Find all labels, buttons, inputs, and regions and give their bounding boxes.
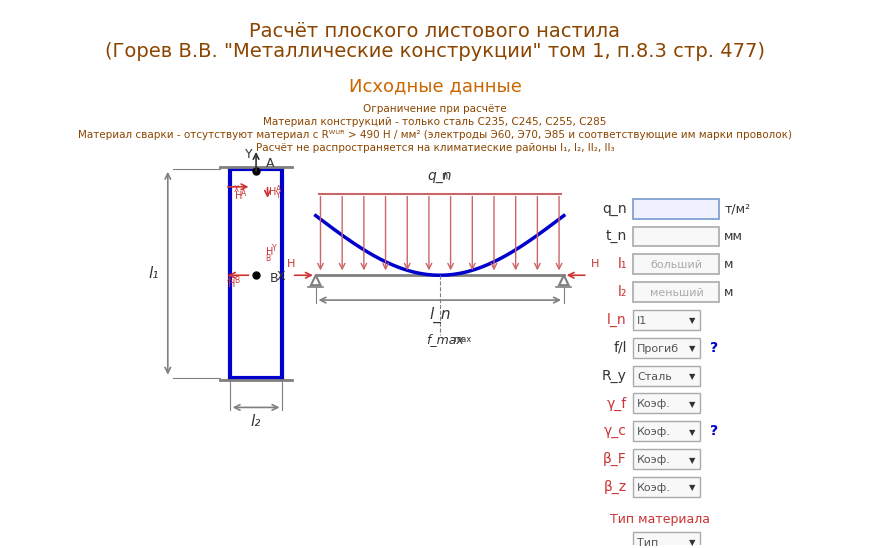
Text: l₂: l₂ xyxy=(250,414,261,429)
Text: ▼: ▼ xyxy=(688,372,695,381)
Text: q_n: q_n xyxy=(427,169,452,183)
Text: Материал конструкций - только сталь С235, С245, С255, С285: Материал конструкций - только сталь С235… xyxy=(263,117,606,127)
Text: ▼: ▼ xyxy=(688,316,695,326)
Text: Прогиб: Прогиб xyxy=(637,344,679,354)
Text: f/l: f/l xyxy=(613,341,626,355)
Text: q_n: q_n xyxy=(601,202,626,216)
Bar xyxy=(633,477,700,497)
Text: A: A xyxy=(241,189,246,198)
Text: Коэф.: Коэф. xyxy=(637,399,670,409)
Text: l₁: l₁ xyxy=(148,266,158,281)
Text: B: B xyxy=(265,254,270,264)
Text: γ_c: γ_c xyxy=(603,424,626,438)
Bar xyxy=(633,338,700,358)
Text: l_n: l_n xyxy=(607,313,626,327)
Text: меньший: меньший xyxy=(649,288,702,298)
Text: n: n xyxy=(441,171,448,181)
Text: H: H xyxy=(235,191,242,201)
Text: Тип: Тип xyxy=(637,538,658,547)
Text: B: B xyxy=(235,276,240,285)
Text: Расчёт плоского листового настила: Расчёт плоского листового настила xyxy=(249,22,620,41)
Text: ?: ? xyxy=(709,424,717,438)
Text: ▼: ▼ xyxy=(688,538,695,547)
Text: R_y: R_y xyxy=(601,369,626,383)
Text: l_n: l_n xyxy=(428,307,450,323)
Text: ▼: ▼ xyxy=(688,400,695,409)
Text: β_F: β_F xyxy=(602,452,626,466)
Text: ▼: ▼ xyxy=(688,344,695,353)
Text: Сталь: Сталь xyxy=(637,372,671,381)
Text: Y: Y xyxy=(244,147,252,161)
Text: больший: больший xyxy=(650,260,701,270)
Text: ?: ? xyxy=(709,341,717,355)
Text: H: H xyxy=(265,247,273,258)
Text: т/м²: т/м² xyxy=(723,202,749,215)
Text: H: H xyxy=(287,259,295,269)
Text: (Горев В.В. "Металлические конструкции" том 1, п.8.3 стр. 477): (Горев В.В. "Металлические конструкции" … xyxy=(105,42,764,61)
Text: β_z: β_z xyxy=(603,480,626,494)
Bar xyxy=(633,449,700,469)
Text: X: X xyxy=(234,185,239,194)
Bar xyxy=(633,199,719,219)
Text: I1: I1 xyxy=(637,316,647,326)
Bar xyxy=(229,169,282,378)
Text: Ограничение при расчёте: Ограничение при расчёте xyxy=(362,104,507,115)
Text: H: H xyxy=(228,279,235,289)
Text: Коэф.: Коэф. xyxy=(637,483,670,493)
Text: l₁: l₁ xyxy=(617,258,626,271)
Text: A: A xyxy=(265,157,274,170)
Text: Расчёт не распространяется на климатиеские районы I₁, I₂, II₂, II₃: Расчёт не распространяется на климатиеск… xyxy=(255,143,614,153)
Text: H: H xyxy=(269,187,276,197)
Text: f_max: f_max xyxy=(425,333,463,346)
Text: γ_f: γ_f xyxy=(606,396,626,410)
Text: A: A xyxy=(275,185,281,194)
Text: Тип материала: Тип материала xyxy=(609,513,709,526)
Bar xyxy=(633,421,700,441)
Text: ▼: ▼ xyxy=(688,428,695,437)
Text: H: H xyxy=(590,259,598,269)
Text: м: м xyxy=(723,258,733,271)
Text: Коэф.: Коэф. xyxy=(637,455,670,465)
Bar xyxy=(633,282,719,302)
Text: мм: мм xyxy=(723,230,742,243)
Bar xyxy=(633,226,719,247)
Text: Материал сварки - отсутствуют материал с Rᵂᵁᴿ > 490 Н / мм² (электроды Э60, Э70,: Материал сварки - отсутствуют материал с… xyxy=(78,130,791,140)
Bar xyxy=(633,254,719,274)
Text: X: X xyxy=(227,274,232,283)
Text: X: X xyxy=(276,270,285,283)
Text: Коэф.: Коэф. xyxy=(637,427,670,437)
Text: м: м xyxy=(723,286,733,299)
Bar xyxy=(633,366,700,386)
Text: Y: Y xyxy=(275,191,281,199)
Text: B: B xyxy=(269,272,278,285)
Bar xyxy=(633,532,700,548)
Text: Исходные данные: Исходные данные xyxy=(348,77,521,95)
Text: ▼: ▼ xyxy=(688,455,695,465)
Text: l₂: l₂ xyxy=(617,285,626,299)
Text: Y: Y xyxy=(272,244,276,253)
Text: max: max xyxy=(453,335,471,344)
Text: t_n: t_n xyxy=(605,230,626,243)
Bar xyxy=(633,310,700,330)
Bar xyxy=(633,393,700,413)
Text: ▼: ▼ xyxy=(688,483,695,493)
